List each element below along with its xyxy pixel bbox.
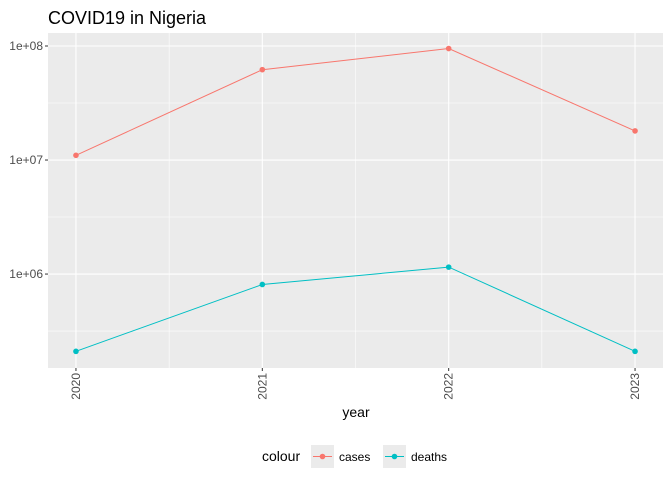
y-axis: 1e+06 1e+07 1e+08	[9, 39, 48, 281]
data-point-deaths	[259, 281, 266, 288]
legend-key-point	[319, 453, 326, 460]
grid-lines	[48, 33, 663, 368]
chart-title: COVID19 in Nigeria	[48, 8, 207, 28]
legend-label-deaths: deaths	[411, 450, 447, 464]
data-point-deaths	[73, 348, 79, 355]
data-point-deaths	[445, 264, 452, 270]
y-tick-label: 1e+06	[9, 267, 43, 281]
x-tick-label: 2021	[255, 373, 269, 400]
data-point-deaths	[632, 348, 638, 355]
data-point-cases	[259, 66, 266, 73]
x-axis-title: year	[342, 404, 370, 420]
y-tick-label: 1e+07	[9, 153, 43, 167]
x-tick-label: 2022	[442, 373, 456, 400]
series-layer	[73, 45, 638, 355]
series-line-cases	[75, 47, 636, 156]
data-point-cases	[445, 45, 452, 52]
legend: colour cases deaths	[262, 445, 447, 468]
x-axis: 2020 2021 2022 2023	[69, 368, 642, 400]
legend-label-cases: cases	[339, 450, 370, 464]
data-point-cases	[73, 152, 79, 159]
data-point-cases	[632, 128, 638, 134]
series-line-deaths	[75, 266, 636, 352]
y-tick-label: 1e+08	[9, 39, 43, 53]
x-tick-label: 2023	[628, 373, 642, 400]
x-tick-label: 2020	[69, 373, 83, 400]
legend-title: colour	[262, 448, 300, 464]
legend-key-point	[391, 453, 398, 460]
